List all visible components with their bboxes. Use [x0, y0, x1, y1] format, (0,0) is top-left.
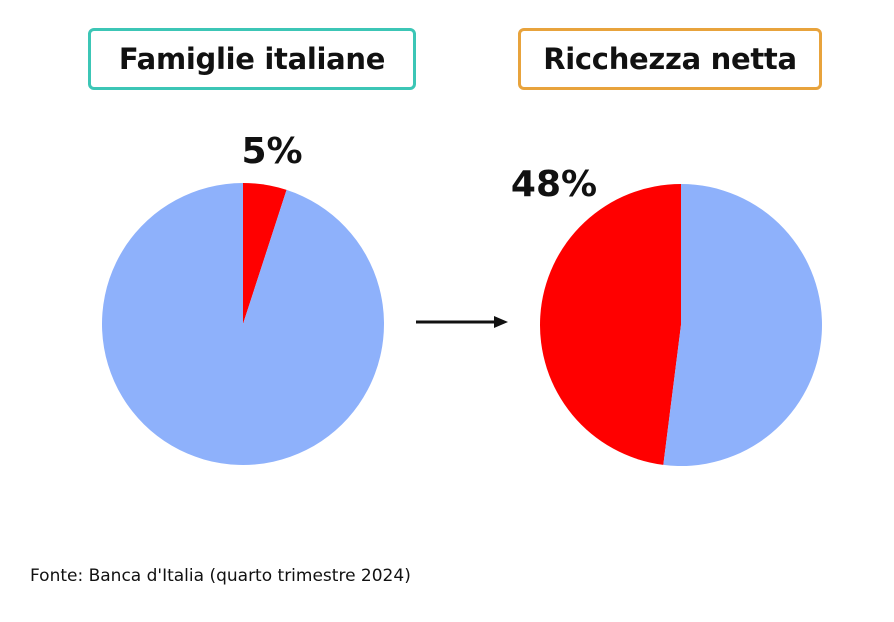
data-label-48pct: 48% — [511, 164, 597, 205]
chart-title-famiglie: Famiglie italiane — [88, 28, 416, 90]
source-note: Fonte: Banca d'Italia (quarto trimestre … — [30, 566, 411, 586]
pie-slice-52 — [663, 184, 822, 466]
data-label-5pct: 5% — [241, 131, 302, 172]
pie-slice-48 — [539, 184, 681, 465]
pie-slice-95 — [101, 183, 384, 466]
pie-slice-5 — [243, 183, 287, 324]
pie-ricchezza — [539, 184, 822, 466]
pie-famiglie — [101, 183, 384, 466]
right-arrow-icon — [416, 316, 508, 328]
chart-title-ricchezza: Ricchezza netta — [518, 28, 822, 90]
